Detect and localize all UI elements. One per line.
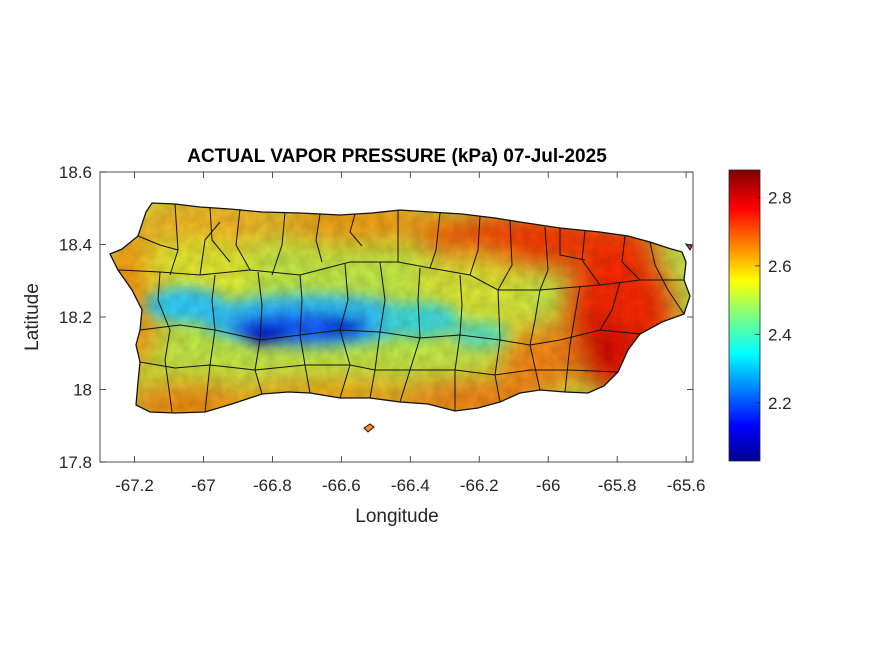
- colorbar-gradient: [728, 169, 761, 462]
- x-axis-label: Longitude: [355, 506, 438, 527]
- x-axis: -67.2 -67 -66.8 -66.6 -66.4 -66.2 -66 -65.8 -65.…: [115, 172, 705, 495]
- x-tick-label: -66.2: [460, 476, 499, 495]
- y-tick-label: 18.6: [59, 163, 92, 182]
- chart-title: ACTUAL VAPOR PRESSURE (kPa) 07-Jul-2025: [187, 146, 607, 167]
- y-tick-label: 17.8: [59, 453, 92, 472]
- islet-east: [684, 243, 693, 251]
- x-tick-label: -66.4: [391, 476, 430, 495]
- x-tick-label: -67: [191, 476, 216, 495]
- colorbar-tick-label: 2.6: [768, 257, 792, 276]
- colorbar-ticks: 2.2 2.4 2.6 2.8: [755, 188, 792, 413]
- municipality-boundaries: [117, 203, 685, 413]
- islet-caja-de-muertos: [363, 423, 375, 433]
- colorbar: 2.2 2.4 2.6 2.8: [728, 169, 792, 462]
- colorbar-tick-label: 2.8: [768, 188, 792, 207]
- y-tick-label: 18: [73, 381, 92, 400]
- x-tick-label: -66: [536, 476, 561, 495]
- colorbar-tick-label: 2.4: [768, 325, 792, 344]
- y-axis: 17.8 18 18.2 18.4 18.6: [59, 163, 693, 472]
- x-tick-label: -65.6: [667, 476, 706, 495]
- island-outline: [109, 202, 691, 414]
- x-tick-label: -66.8: [253, 476, 292, 495]
- y-tick-label: 18.4: [59, 236, 92, 255]
- x-tick-label: -66.6: [322, 476, 361, 495]
- y-tick-label: 18.2: [59, 308, 92, 327]
- y-axis-label: Latitude: [22, 283, 43, 351]
- x-tick-label: -67.2: [115, 476, 154, 495]
- colorbar-tick-label: 2.2: [768, 394, 792, 413]
- x-tick-label: -65.8: [598, 476, 637, 495]
